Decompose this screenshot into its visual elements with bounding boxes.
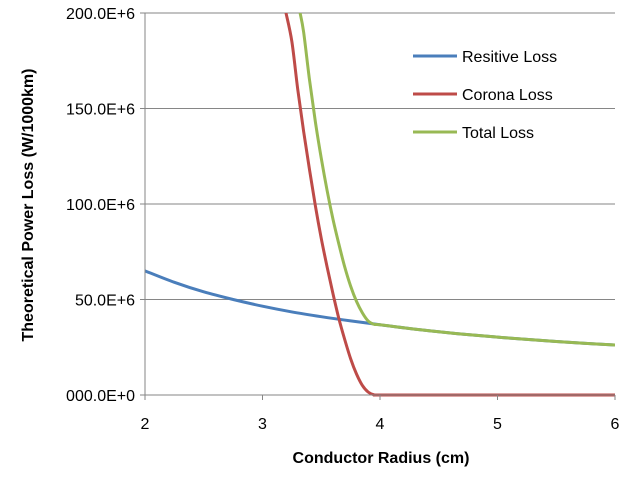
series-line-3 [298,13,615,347]
x-tick-labels: 2 3 4 5 6 [141,395,620,433]
legend-label-1: Resitive Loss [462,49,557,66]
x-tick-label: 6 [611,416,620,433]
gridlines [145,12,615,300]
y-axis-title: Theoretical Power Loss (W/1000km) [20,69,37,342]
legend: Resitive Loss Corona Loss Total Loss [413,49,557,142]
y-tick-labels: 000.0E+0 50.0E+6 100.0E+6 150.0E+6 200.0E+6 [66,6,145,405]
x-tick-label: 3 [258,416,267,433]
legend-label-2: Corona Loss [462,87,553,104]
y-tick-label: 000.0E+0 [66,388,135,405]
y-tick-label: 50.0E+6 [75,293,135,310]
series-line-1 [145,269,615,347]
x-tick-label: 5 [493,416,502,433]
x-tick-label: 2 [141,416,150,433]
y-tick-label: 100.0E+6 [66,197,135,214]
x-tick-label: 4 [376,416,385,433]
x-axis-title: Conductor Radius (cm) [293,450,470,467]
y-tick-label: 150.0E+6 [66,102,135,119]
y-tick-label: 200.0E+6 [66,6,135,23]
legend-label-3: Total Loss [462,125,534,142]
